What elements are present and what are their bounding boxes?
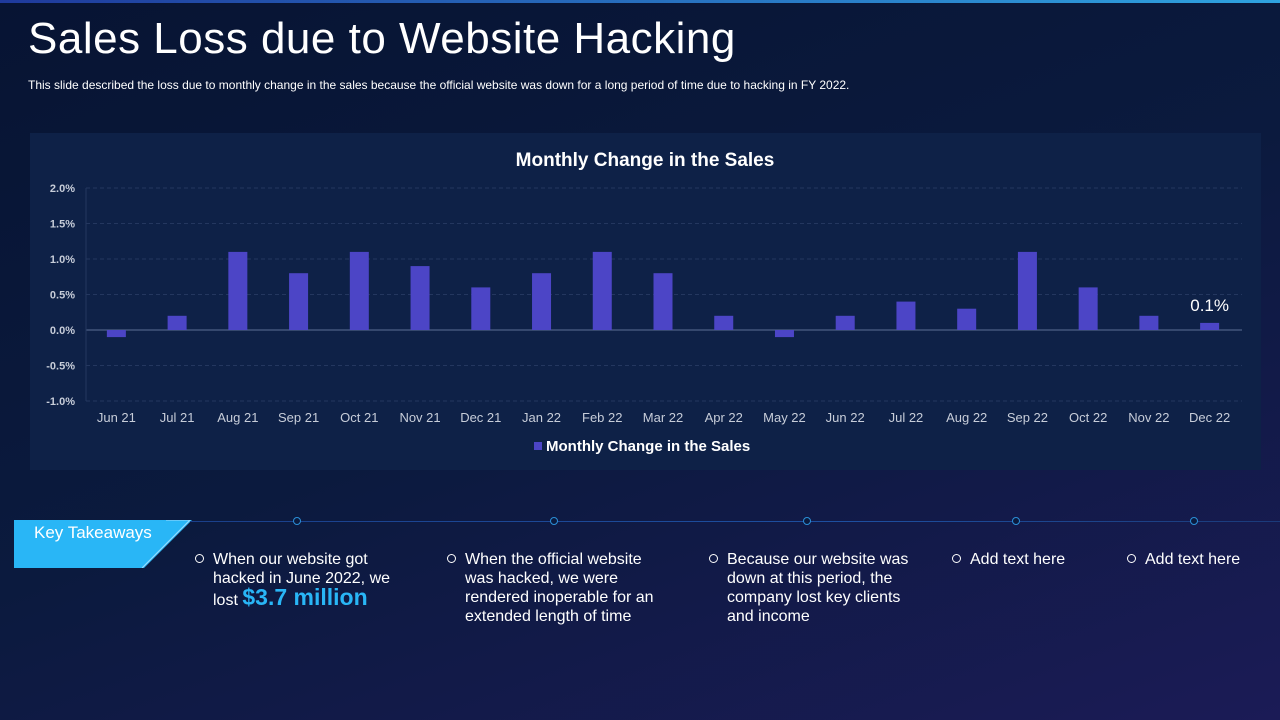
takeaway-text: Because our website was down at this per… <box>727 551 909 625</box>
x-tick-label: Sep 21 <box>278 410 319 425</box>
bar-jul-21 <box>167 315 187 330</box>
x-tick-label: Apr 22 <box>705 410 743 425</box>
legend-label: Monthly Change in the Sales <box>546 438 750 455</box>
y-tick-label: -0.5% <box>46 361 75 373</box>
bar-jul-22 <box>896 301 916 330</box>
x-tick-label: May 22 <box>763 410 806 425</box>
takeaway-text: Add text here <box>970 551 1066 568</box>
bar-nov-21 <box>410 266 430 330</box>
y-tick-label: 0.5% <box>50 290 75 302</box>
bar-sep-22 <box>1017 251 1037 330</box>
chart-title: Monthly Change in the Sales <box>516 150 775 171</box>
x-tick-label: Jul 22 <box>889 410 924 425</box>
takeaway-text: Add text here <box>1145 551 1241 568</box>
bar-may-22 <box>774 330 794 338</box>
bar-mar-22 <box>653 273 673 330</box>
x-tick-label: Jan 22 <box>522 410 561 425</box>
x-tick-label: Jun 22 <box>826 410 865 425</box>
bar-jun-22 <box>835 315 855 330</box>
bar-sep-21 <box>289 273 309 330</box>
bar-dec-22 <box>1200 322 1220 330</box>
bar-jun-21 <box>106 330 126 338</box>
takeaway-text: When our website got hacked in June 2022… <box>213 551 391 609</box>
legend-swatch <box>534 442 542 450</box>
takeaway-point-1: When our website got hacked in June 2022… <box>195 550 413 610</box>
x-tick-label: Aug 21 <box>217 410 258 425</box>
bar-oct-22 <box>1078 287 1098 330</box>
timeline-dot <box>550 517 558 525</box>
bar-nov-22 <box>1139 315 1159 330</box>
bullet-circle-icon <box>1127 554 1136 563</box>
bar-oct-21 <box>349 251 369 330</box>
slide-subtitle: This slide described the loss due to mon… <box>28 78 850 92</box>
bar-chart: Monthly Change in the Sales 2.0% 1.5% 1.0%… <box>46 150 1242 455</box>
bullet-circle-icon <box>447 554 456 563</box>
takeaway-point-3: Because our website was down at this per… <box>709 550 912 626</box>
timeline-dot <box>1012 517 1020 525</box>
bar-aug-22 <box>957 308 977 330</box>
takeaway-text: When the official website was hacked, we… <box>465 551 654 625</box>
x-tick-label: Jul 21 <box>160 410 195 425</box>
y-tick-label: 1.5% <box>50 219 75 231</box>
data-label: 0.1% <box>1190 296 1229 315</box>
y-tick-label: 1.0% <box>50 254 75 266</box>
x-tick-label: Nov 21 <box>399 410 440 425</box>
top-accent-bar <box>0 0 1280 3</box>
y-tick-label: 2.0% <box>50 183 75 195</box>
takeaway-point-5: Add text here <box>1127 550 1265 569</box>
takeaway-point-4: Add text here <box>952 550 1110 569</box>
timeline-dot <box>1190 517 1198 525</box>
slide-title: Sales Loss due to Website Hacking <box>28 14 736 63</box>
key-takeaways-label: Key Takeaways <box>34 523 152 542</box>
bar-feb-22 <box>592 251 612 330</box>
x-tick-label: Oct 21 <box>340 410 378 425</box>
x-tick-label: Dec 22 <box>1189 410 1230 425</box>
bullet-circle-icon <box>709 554 718 563</box>
bar-jan-22 <box>532 273 552 330</box>
x-tick-label: Dec 21 <box>460 410 501 425</box>
key-takeaways-tag: Key Takeaways <box>14 520 192 568</box>
takeaway-point-2: When the official website was hacked, we… <box>447 550 665 626</box>
x-tick-label: Feb 22 <box>582 410 622 425</box>
bullet-circle-icon <box>952 554 961 563</box>
x-tick-label: Jun 21 <box>97 410 136 425</box>
timeline-dot <box>293 517 301 525</box>
chart-panel: Monthly Change in the Sales 2.0% 1.5% 1.0%… <box>30 133 1261 470</box>
y-tick-label: -1.0% <box>46 396 75 408</box>
x-tick-label: Sep 22 <box>1007 410 1048 425</box>
loss-amount: $3.7 million <box>242 584 368 610</box>
y-tick-label: 0.0% <box>50 325 75 337</box>
bar-aug-21 <box>228 251 248 330</box>
x-tick-label: Mar 22 <box>643 410 683 425</box>
x-tick-label: Oct 22 <box>1069 410 1107 425</box>
bullet-circle-icon <box>195 554 204 563</box>
timeline-dot <box>803 517 811 525</box>
bar-apr-22 <box>714 315 734 330</box>
x-tick-label: Nov 22 <box>1128 410 1169 425</box>
timeline-line <box>190 521 1280 522</box>
bar-dec-21 <box>471 287 491 330</box>
x-tick-label: Aug 22 <box>946 410 987 425</box>
